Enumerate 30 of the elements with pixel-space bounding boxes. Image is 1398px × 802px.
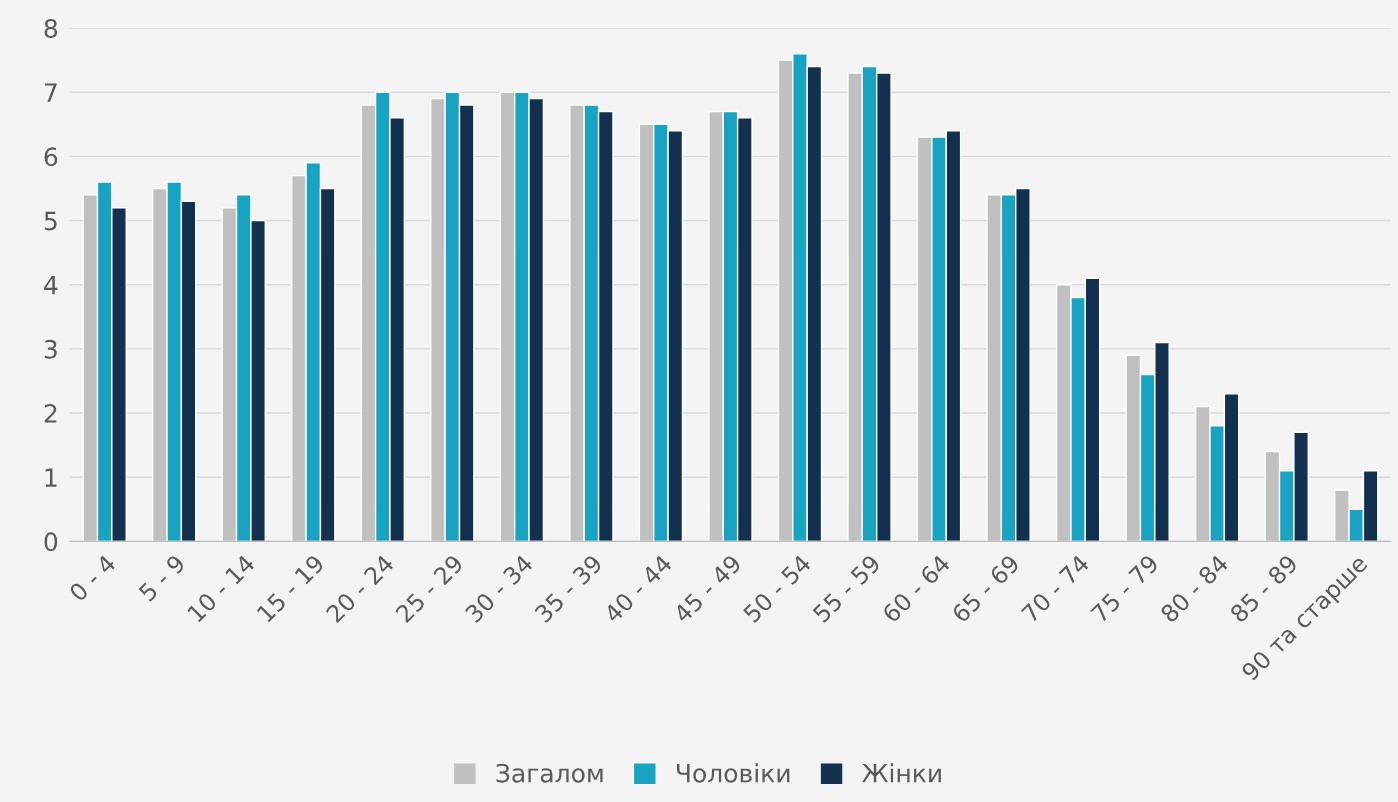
y-tick-label: 6 [44,147,58,167]
x-tick-label: 85 - 89 [1229,553,1299,624]
y-tick-label: 5 [44,211,57,231]
legend-label: Жінки [862,763,941,783]
y-tick-label: 3 [44,339,57,359]
legend-label: Чоловіки [676,763,790,783]
x-tick-label: 35 - 39 [533,553,604,624]
x-tick-label: 65 - 69 [950,553,1021,624]
x-tick-label: 70 - 74 [1020,553,1091,624]
x-tick-label: 40 - 44 [602,553,673,624]
legend-label: Загалом [496,763,603,783]
x-tick-label: 5 - 9 [137,553,186,602]
x-tick-label: 55 - 59 [811,553,882,624]
x-tick-label: 15 - 19 [256,553,326,623]
x-tick-label: 10 - 14 [186,553,256,623]
y-tick-label: 8 [44,19,58,38]
y-tick-label: 7 [44,83,57,102]
x-tick-label: 30 - 34 [464,553,534,624]
y-tick-label: 4 [44,275,58,295]
x-tick-label: 80 - 84 [1159,553,1230,624]
y-tick-label: 2 [44,403,57,423]
x-tick-label: 60 - 64 [881,553,952,624]
x-tick-label: 50 - 54 [742,553,812,624]
x-tick-label: 75 - 79 [1090,553,1160,624]
y-tick-label: 0 [44,532,58,552]
x-tick-label: 20 - 24 [325,553,395,624]
x-tick-label: 45 - 49 [672,553,743,624]
x-tick-label: 25 - 29 [394,553,465,624]
y-tick-label: 1 [45,468,57,487]
x-tick-label: 0 - 4 [68,553,117,603]
